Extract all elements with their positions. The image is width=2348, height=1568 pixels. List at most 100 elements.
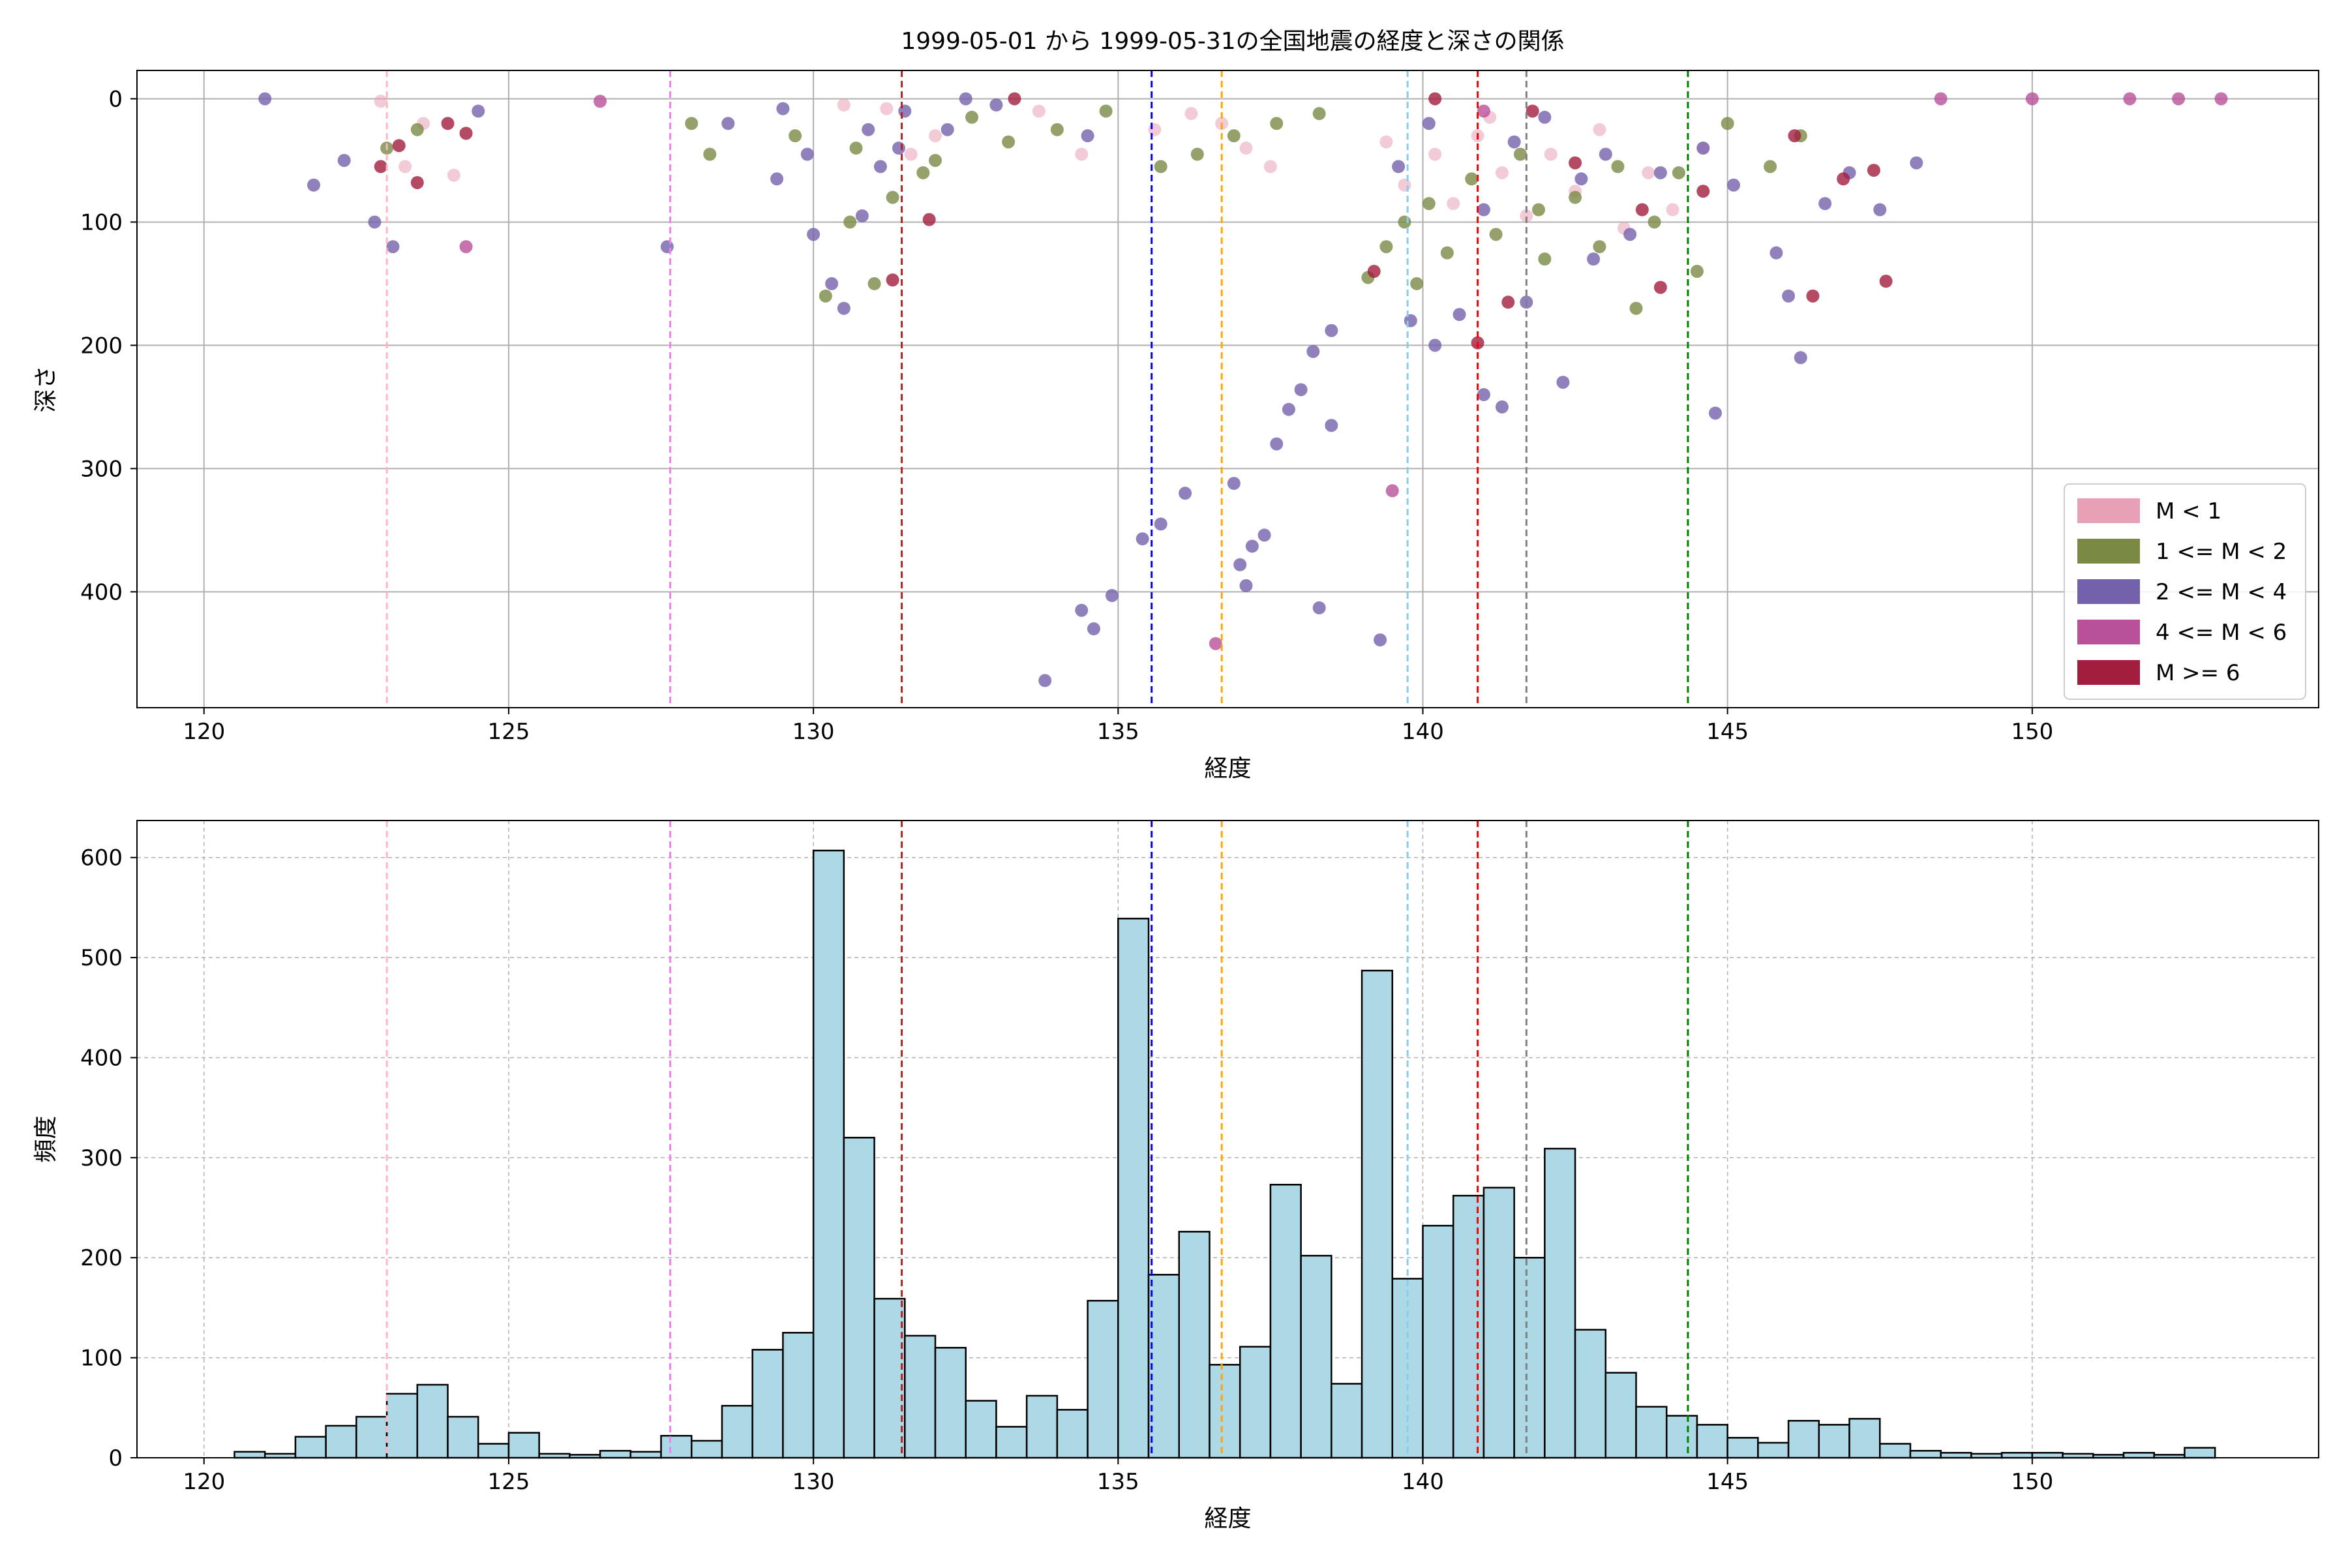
scatter-point [825, 277, 839, 290]
x-tick-label: 120 [183, 719, 225, 745]
histogram-bar [629, 1451, 662, 1459]
scatter-point [1526, 104, 1539, 118]
scatter-point [1587, 252, 1601, 266]
histogram-bar [355, 1415, 388, 1459]
x-tick-label: 135 [1097, 1469, 1139, 1495]
legend: M < 1 1 <= M < 2 2 <= M < 4 4 <= M < 6 M >= … [2064, 483, 2306, 700]
scatter-point [1818, 197, 1832, 211]
scatter-point [789, 129, 802, 143]
scatter-point [386, 240, 400, 254]
scatter-point [965, 110, 979, 124]
scatter-point [1635, 203, 1649, 217]
histogram-bar [1513, 1256, 1546, 1459]
scatter-point [1087, 622, 1100, 636]
scatter-panel: 120 125 130 135 140 145 150 0 100 200 300 400 経度 深さ M … [33, 70, 2319, 782]
scatter-point [1574, 172, 1588, 186]
scatter-point [1788, 129, 1801, 143]
scatter-point [1385, 484, 1399, 498]
scatter-point [410, 175, 424, 189]
scatter-point [459, 127, 473, 140]
histogram-bar [233, 1451, 266, 1459]
scatter-point [1306, 344, 1320, 358]
histogram-bar [965, 1400, 997, 1459]
y-tick-label: 100 [80, 209, 123, 235]
scatter-point [922, 213, 936, 226]
scatter-point [776, 102, 790, 115]
legend-swatch [2077, 539, 2140, 564]
histogram-bar [691, 1440, 723, 1459]
scatter-point [1379, 135, 1393, 149]
scatter-point [959, 92, 972, 106]
scatter-point [941, 123, 954, 136]
scatter-point [703, 147, 717, 161]
scatter-point [1179, 487, 1192, 500]
chart-title: 1999-05-01 から 1999-05-31の全国地震の経度と深さの関係 [901, 28, 1564, 55]
scatter-point [1477, 203, 1490, 217]
histogram-bar [873, 1297, 906, 1459]
scatter-point [472, 104, 485, 118]
scatter-point [459, 240, 473, 254]
scatter-point [1422, 197, 1436, 211]
scatter-point [1556, 376, 1570, 389]
histogram-bar [1087, 1299, 1119, 1459]
scatter-point [1038, 674, 1052, 687]
histogram-bar [416, 1383, 449, 1459]
scatter-point [1593, 240, 1606, 254]
scatter-point [916, 166, 930, 179]
legend-swatch [2077, 660, 2140, 685]
scatter-point [867, 277, 881, 290]
scatter-point [892, 142, 905, 155]
scatter-point [898, 104, 912, 118]
scatter-point [2025, 92, 2039, 106]
scatter-point [1532, 203, 1546, 217]
scatter-point [1209, 637, 1222, 650]
x-tick-label: 145 [1706, 719, 1749, 745]
scatter-point [1623, 228, 1637, 241]
y-tick-label: 400 [80, 1045, 123, 1071]
histogram-bar [1818, 1424, 1850, 1459]
scatter-point [1410, 277, 1424, 290]
scatter-point [849, 142, 863, 155]
scatter-point [1257, 528, 1271, 542]
histogram-bar [294, 1436, 327, 1459]
x-tick-label: 140 [1402, 719, 1444, 745]
histogram-bar [1574, 1329, 1607, 1459]
histogram-bar [1665, 1415, 1698, 1459]
scatter-point [1495, 166, 1509, 179]
scatter-point [1934, 92, 1948, 106]
scatter-point [1642, 166, 1655, 179]
x-tick-label: 120 [183, 1469, 225, 1495]
scatter-point [447, 168, 460, 182]
scatter-point [1105, 589, 1119, 603]
scatter-point [660, 240, 674, 254]
x-tick-label: 150 [2011, 719, 2053, 745]
scatter-point [1075, 603, 1089, 617]
scatter-point [837, 98, 850, 112]
scatter-point [2172, 92, 2186, 106]
histogram-bar [1331, 1383, 1363, 1459]
scatter-point [1538, 110, 1552, 124]
scatter-point [392, 139, 406, 153]
scatter-point [374, 160, 387, 173]
x-tick-label: 125 [488, 719, 530, 745]
scatter-point [1379, 240, 1393, 254]
scatter-point [1233, 558, 1247, 571]
scatter-point [1428, 147, 1442, 161]
histogram-bar [1848, 1417, 1881, 1459]
histogram-bar [843, 1136, 875, 1459]
histogram-bar [1178, 1231, 1211, 1459]
plot-frame [136, 820, 2319, 1458]
scatter-point [1569, 190, 1582, 204]
scatter-point [2214, 92, 2228, 106]
x-tick-label: 130 [792, 719, 835, 745]
legend-label: M < 1 [2156, 498, 2221, 524]
scatter-point [1404, 314, 1417, 327]
histogram-bar [1787, 1420, 1820, 1459]
scatter-point [337, 153, 351, 167]
x-axis-label: 経度 [1204, 755, 1251, 782]
scatter-point [441, 117, 455, 130]
histogram-bar [1209, 1364, 1241, 1459]
histogram-bar [660, 1435, 693, 1459]
y-tick-label: 0 [108, 86, 123, 112]
scatter-point [1440, 246, 1454, 260]
